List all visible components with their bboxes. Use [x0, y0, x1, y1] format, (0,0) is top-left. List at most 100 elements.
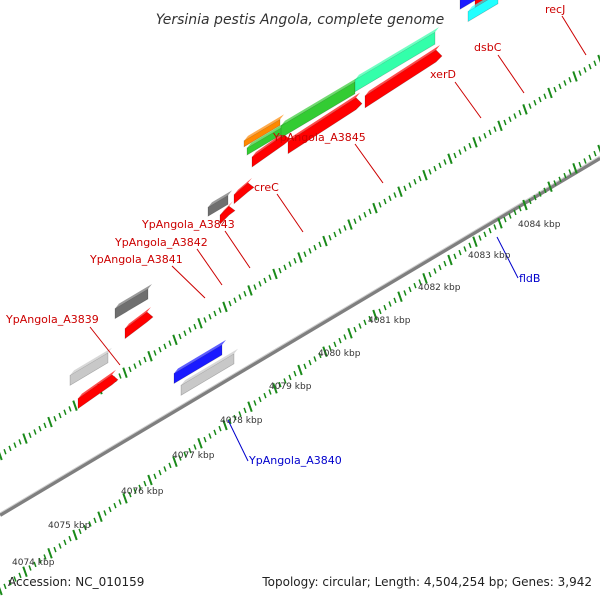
- inner-tick: [213, 429, 217, 436]
- cds-gray-block-2: [207, 194, 229, 217]
- gene-label-ypangola-a3842[interactable]: YpAngola_A3842: [114, 236, 208, 249]
- inner-tick: [158, 469, 162, 476]
- leader-fldb: [496, 236, 519, 279]
- inner-tick: [363, 319, 367, 326]
- inner-tick: [193, 444, 197, 450]
- accession-text: Accession: NC_010159: [8, 575, 144, 589]
- inner-tick: [408, 286, 412, 293]
- outer-tick: [288, 261, 292, 267]
- gene-label-ypangola-a3841[interactable]: YpAngola_A3841: [89, 253, 183, 266]
- gene-label-dsbc[interactable]: dsbC: [474, 41, 502, 54]
- inner-tick: [22, 566, 28, 577]
- inner-tick: [118, 499, 122, 505]
- cds-red-3: [219, 205, 236, 225]
- inner-tick: [33, 561, 37, 568]
- outer-tick: [522, 104, 528, 115]
- inner-tick: [258, 396, 262, 403]
- cds-crec-bevel: [281, 76, 359, 126]
- inner-tick: [13, 576, 17, 582]
- inner-tick: [413, 282, 417, 289]
- gene-label-fldb[interactable]: fldB: [519, 272, 540, 285]
- inner-tick: [378, 308, 382, 315]
- topology-text: Topology: circular; Length: 4,504,254 bp…: [261, 575, 592, 589]
- cds-ypangola-a3840-blue-bevel: [174, 339, 226, 374]
- inner-tick: [383, 304, 387, 311]
- gene-label-recj[interactable]: recJ: [545, 3, 565, 16]
- outer-tick: [268, 274, 272, 280]
- outer-tick: [553, 86, 557, 93]
- outer-tick: [22, 433, 28, 444]
- outer-tick: [443, 159, 447, 165]
- inner-tick: [0, 586, 3, 596]
- tick-label-4078: 4078 kbp: [220, 416, 263, 426]
- inner-tick: [247, 401, 253, 412]
- tick-label-4074: 4074 kbp: [12, 558, 55, 568]
- inner-tick: [203, 436, 207, 443]
- cds-red-1-bevel: [78, 369, 116, 399]
- outer-tick: [203, 317, 207, 323]
- outer-tick: [538, 96, 542, 103]
- gene-label-xerd[interactable]: xerD: [430, 68, 456, 81]
- outer-tick: [208, 314, 212, 320]
- outer-tick: [472, 136, 478, 148]
- gene-label-ypangola-a3839[interactable]: YpAngola_A3839: [5, 313, 99, 326]
- inner-tick: [108, 506, 112, 513]
- cds-lightgray-2-bevel: [181, 348, 238, 386]
- leader-ypangola-a3841: [171, 265, 206, 299]
- outer-tick: [383, 198, 387, 205]
- outer-tick: [458, 149, 462, 155]
- outer-tick: [33, 429, 37, 435]
- outer-tick: [3, 448, 7, 455]
- outer-tick: [308, 248, 312, 254]
- inner-tick: [368, 315, 372, 322]
- gene-label-ypangola-a3845[interactable]: YpAngola_A3845: [272, 131, 366, 144]
- outer-tick: [353, 218, 357, 225]
- outer-tick: [68, 406, 72, 412]
- outer-tick: [13, 442, 17, 448]
- inner-tick: [63, 539, 67, 546]
- outer-tick: [143, 356, 147, 363]
- outer-tick: [572, 71, 578, 82]
- tick-label-4080: 4080 kbp: [318, 349, 361, 359]
- outer-tick: [213, 310, 217, 317]
- inner-tick: [543, 187, 547, 194]
- inner-tick: [522, 199, 528, 211]
- outer-tick: [138, 360, 142, 366]
- outer-tick: [563, 80, 567, 86]
- outer-tick: [543, 93, 547, 99]
- gene-label-ypangola-a3843[interactable]: YpAngola_A3843: [141, 218, 235, 231]
- inner-tick: [528, 198, 532, 205]
- inner-tick: [68, 535, 72, 542]
- inner-tick: [183, 451, 187, 458]
- cds-fldb: [467, 0, 499, 23]
- leader-recj: [561, 15, 587, 56]
- inner-tick: [253, 400, 257, 406]
- inner-tick: [172, 456, 178, 467]
- cds-red-2: [124, 311, 154, 340]
- inner-tick: [163, 466, 167, 472]
- inner-tick: [343, 334, 347, 340]
- inner-tick: [533, 194, 537, 201]
- outer-tick: [278, 267, 282, 274]
- inner-tick: [288, 374, 292, 381]
- inner-tick: [422, 273, 428, 284]
- outer-tick: [518, 109, 522, 116]
- inner-tick: [293, 370, 297, 377]
- inner-tick: [228, 418, 232, 425]
- inner-tick: [197, 438, 203, 449]
- outer-tick: [488, 129, 492, 136]
- inner-tick: [263, 392, 267, 399]
- outer-tick: [118, 373, 122, 379]
- inner-tick: [508, 213, 512, 219]
- outer-tick: [358, 215, 362, 221]
- gene-label-ypangola-a3840[interactable]: YpAngola_A3840: [248, 454, 342, 467]
- gene-label-crec[interactable]: creC: [254, 181, 279, 194]
- leader-dsbc: [497, 54, 525, 94]
- inner-tick: [458, 249, 462, 256]
- outer-tick: [418, 175, 422, 182]
- inner-tick: [472, 236, 478, 247]
- inner-tick: [488, 227, 492, 234]
- cds-red-7-bevel: [365, 45, 440, 96]
- cds-red-4: [233, 182, 255, 205]
